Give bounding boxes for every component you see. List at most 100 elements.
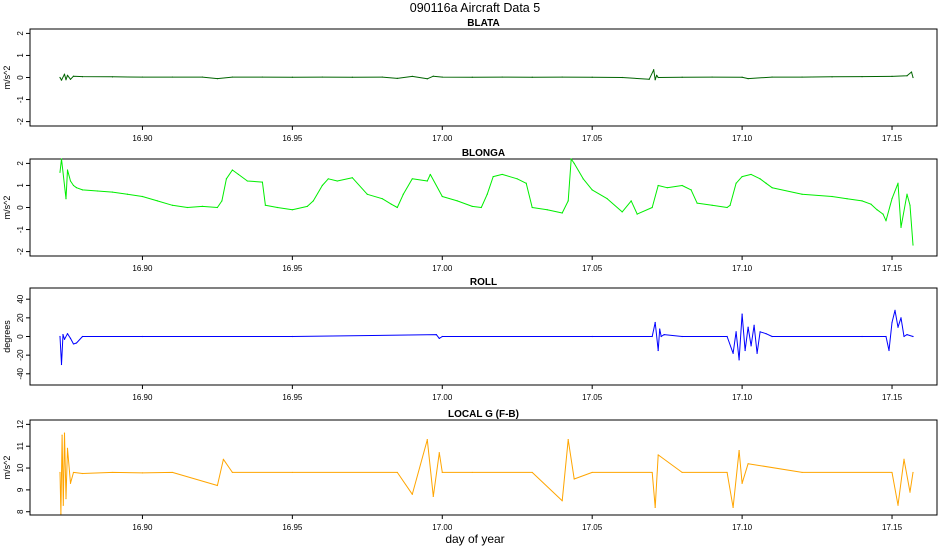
x-tick-label: 17.05 [582, 393, 603, 402]
data-point [432, 75, 434, 77]
data-point [381, 198, 383, 200]
data-point [231, 471, 233, 474]
data-point [531, 206, 533, 209]
data-point [59, 335, 61, 338]
data-point [656, 74, 658, 76]
data-point [909, 491, 911, 493]
x-tick-label: 16.95 [282, 134, 303, 143]
data-point [66, 447, 69, 449]
data-point [897, 504, 899, 506]
data-point [861, 335, 863, 338]
data-point [660, 335, 662, 338]
data-point [69, 482, 72, 484]
data-point [546, 209, 548, 211]
data-point [63, 432, 66, 434]
data-point [390, 203, 392, 205]
x-tick-label: 17.15 [882, 134, 903, 143]
data-point [891, 321, 893, 324]
data-point [66, 169, 69, 171]
data-point [201, 76, 204, 78]
data-point [111, 471, 114, 474]
x-tick-label: 17.05 [582, 264, 603, 273]
data-point [912, 244, 914, 246]
x-tick-label: 17.10 [732, 264, 753, 273]
data-point [411, 178, 413, 180]
data-point [894, 309, 896, 311]
data-point [456, 200, 458, 202]
panel-3: ROLL degrees -40 -20 0 20 40 16.90 16.95 17.00 17.… [2, 277, 938, 402]
data-point [60, 79, 63, 81]
data-point [351, 177, 353, 179]
y-tick-label: 0 [16, 75, 25, 80]
data-point [591, 189, 593, 191]
data-point [885, 335, 887, 338]
x-tick-label: 16.90 [132, 393, 153, 402]
data-point [903, 335, 905, 338]
data-point [222, 458, 224, 460]
data-point [411, 75, 413, 77]
data-point [426, 439, 428, 441]
data-point [216, 484, 218, 487]
data-point [621, 211, 623, 213]
data-point [801, 193, 803, 195]
data-point [72, 75, 75, 77]
y-tick-label: 11 [16, 442, 25, 451]
data-point [441, 471, 443, 474]
data-point [906, 334, 908, 336]
data-point [846, 198, 848, 200]
data-point [63, 73, 66, 75]
y-tick-label: -2 [16, 117, 25, 125]
data-point [711, 204, 713, 206]
data-point [561, 76, 563, 78]
data-point [750, 345, 752, 347]
data-point [432, 495, 434, 498]
data-point [900, 226, 902, 228]
data-point [651, 206, 653, 209]
data-point [726, 471, 728, 474]
data-point [573, 162, 575, 165]
y-tick-label: 9 [16, 487, 25, 492]
data-point [59, 76, 61, 79]
x-tick-label: 16.90 [132, 264, 153, 273]
data-point [696, 202, 698, 204]
data-point [291, 335, 293, 338]
data-point [900, 317, 902, 319]
data-point [72, 471, 75, 474]
data-point [351, 76, 353, 78]
y-tick-label: -40 [16, 367, 25, 379]
y-tick-label: 1 [16, 53, 25, 58]
data-point [75, 342, 78, 344]
data-point [621, 76, 623, 79]
series-line [59, 432, 914, 515]
data-point [72, 343, 75, 345]
data-point [126, 193, 129, 195]
data-point [65, 198, 67, 200]
data-point [237, 173, 239, 176]
data-point [663, 334, 665, 336]
data-point [429, 173, 431, 176]
data-point [65, 79, 67, 81]
panel-1: BLATA m/s^2 -2 -1 0 1 2 16.90 16.95 17.00 17.05 17.… [2, 18, 938, 143]
data-point [648, 78, 650, 80]
x-tick-label: 17.00 [432, 264, 453, 273]
data-point [201, 205, 204, 207]
data-point [312, 200, 314, 202]
data-point [759, 331, 761, 333]
data-point [681, 471, 683, 474]
panel-title: ROLL [470, 277, 497, 288]
x-tick-label: 17.15 [882, 264, 903, 273]
data-point [111, 76, 114, 78]
data-point [426, 78, 428, 80]
figure-title: 090116a Aircraft Data 5 [410, 1, 540, 15]
data-point [531, 471, 533, 474]
data-point [59, 471, 61, 474]
data-point [732, 352, 734, 354]
data-point [765, 333, 767, 335]
y-tick-label: -1 [16, 225, 25, 233]
y-tick-label: -1 [16, 95, 25, 103]
y-axis-label: degrees [2, 320, 12, 353]
panel-4: LOCAL G (F-B) m/s^2 8 9 10 11 12 16.90 16.95 17.0… [2, 409, 938, 532]
data-point [75, 187, 78, 189]
x-tick-label: 17.05 [582, 134, 603, 143]
data-point [891, 75, 893, 77]
